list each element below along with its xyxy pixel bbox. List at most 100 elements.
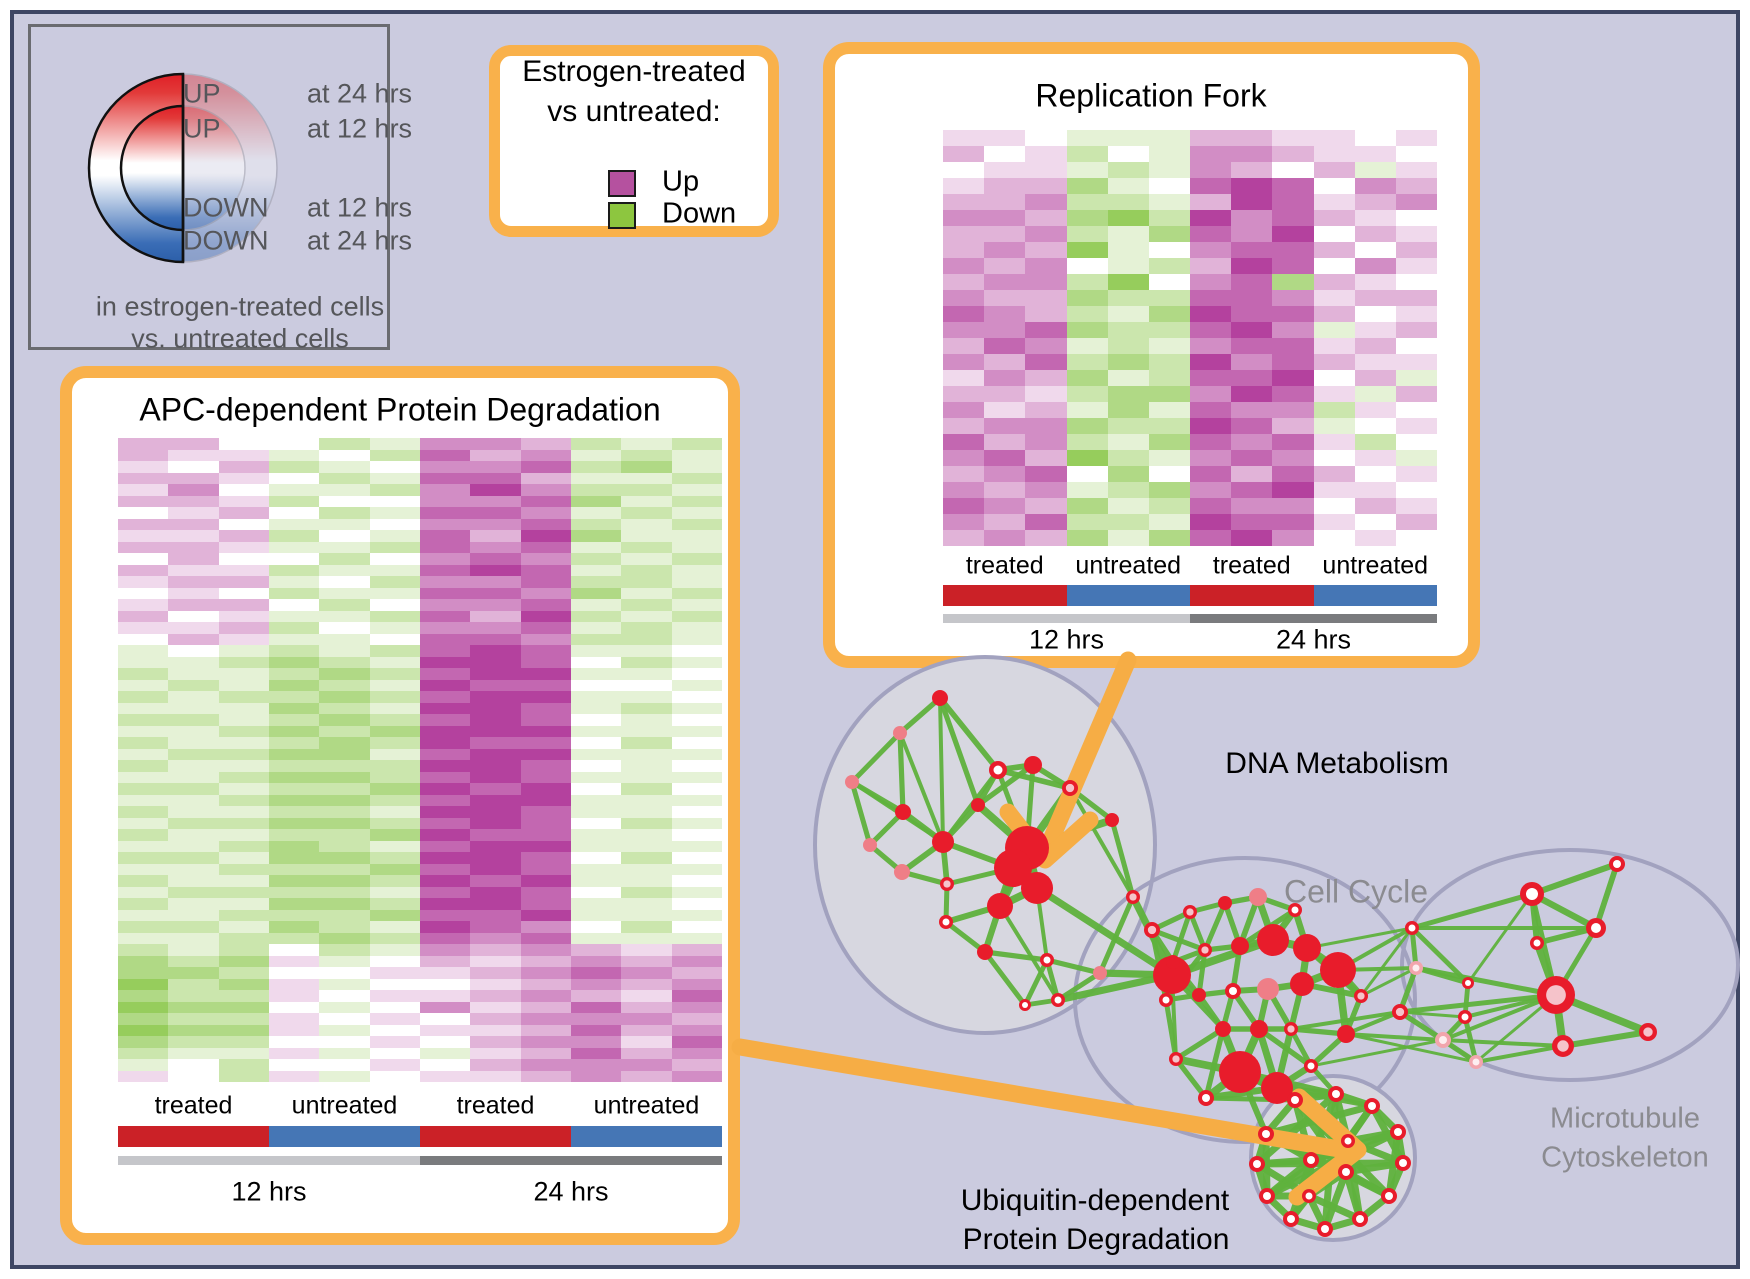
network-edge <box>941 768 1000 844</box>
network-edge <box>1288 1026 1314 1069</box>
network-edge <box>1274 1085 1375 1109</box>
network-node-ring-center <box>1287 1215 1295 1223</box>
network-edge <box>1289 1010 1402 1031</box>
network-edge <box>1441 1038 1565 1048</box>
network-node-ring-center <box>1342 1168 1350 1176</box>
network-node-ring-center <box>1291 906 1299 914</box>
estrogen-legend: Estrogen-treated vs untreated: Up Down <box>489 45 779 237</box>
rf-time-label-0: 12 hrs <box>1028 624 1105 655</box>
network-node-ring-center <box>1526 888 1538 900</box>
network-edge <box>1109 817 1136 900</box>
rf-group-label-3: untreated <box>1322 551 1429 580</box>
network-node-solid <box>932 690 948 706</box>
network-edge <box>1196 947 1208 998</box>
arrow-shaft-replication-fork-to-dna <box>1041 651 1137 851</box>
network-edge <box>897 695 943 736</box>
network-edge <box>1528 860 1621 898</box>
apc-time-bar-0 <box>118 1156 420 1165</box>
ring-label-up-12: UP <box>183 113 221 144</box>
ring-label-down-24: DOWN <box>183 225 269 256</box>
rf-group-label-0: treated <box>965 551 1044 580</box>
network-node-ring-center <box>1022 1002 1028 1008</box>
network-edge <box>1413 965 1559 998</box>
network-node-pink <box>1093 966 1107 980</box>
network-node-ring-center <box>1043 956 1051 964</box>
network-edge <box>1398 1010 1467 1019</box>
network-edge <box>937 695 981 808</box>
network-edge <box>1288 1026 1349 1037</box>
apc-condition-bar-3 <box>571 1126 722 1147</box>
network-edge <box>937 695 1001 773</box>
network-node-ring-center <box>1162 996 1170 1004</box>
rf-time-label-1: 24 hrs <box>1275 624 1352 655</box>
updown-ring-legend: UP at 24 hrs UP at 12 hrs DOWN at 12 hrs… <box>28 24 412 354</box>
network-edge <box>898 731 945 844</box>
network-edge <box>1466 892 1534 985</box>
network-edge <box>1409 891 1535 931</box>
arrow-head-apc-to-ubiquitin <box>1288 1088 1367 1206</box>
network-edge <box>1256 1026 1314 1069</box>
network-node-solid <box>977 944 993 960</box>
apc-condition-bar-1 <box>269 1126 420 1147</box>
network-edge <box>1022 957 1050 1008</box>
network-node-ring-center <box>943 880 951 888</box>
network-node-ring-center <box>1394 1128 1402 1136</box>
network-edge <box>1054 971 1176 1004</box>
network-node-solid <box>895 804 911 820</box>
network-node-solid <box>1231 937 1249 955</box>
network-node-ring-center <box>1643 1027 1653 1037</box>
network-node-ring-center <box>1065 783 1075 793</box>
network-edge <box>1559 1028 1652 1050</box>
cluster-label-microtubule: Microtubule <box>1550 1102 1700 1135</box>
network-node-ring-center <box>942 918 950 926</box>
up-color-swatch <box>608 170 636 197</box>
network-node-pink <box>1249 888 1267 906</box>
estrogen-legend-title-line1: Estrogen-treated <box>522 55 746 88</box>
network-node-ring-center <box>1395 1007 1405 1017</box>
network-node-ring-center <box>1368 1102 1376 1110</box>
apc-condition-bar-0 <box>118 1126 269 1147</box>
network-node-solid <box>971 798 985 812</box>
network-node-ring-center <box>1054 996 1062 1004</box>
ring-footer-line2: vs. untreated cells <box>131 323 349 354</box>
network-node-solid <box>1024 756 1042 774</box>
apc-group-label-0: treated <box>154 1091 233 1120</box>
network-node-ring-center <box>1591 923 1601 933</box>
network-node-ring-center <box>1253 1160 1261 1168</box>
ring-time-12: at 12 hrs <box>307 113 413 144</box>
network-node-ring-center <box>1461 1013 1469 1021</box>
network-node-ring-center <box>1533 939 1541 947</box>
rf-condition-bar-2 <box>1190 585 1314 606</box>
network-node-solid <box>994 849 1032 887</box>
network-edge <box>1593 861 1620 931</box>
cluster-label-ubiquitin-line2: Protein Degradation <box>962 1223 1230 1256</box>
network-node-ring-center <box>1357 992 1365 1000</box>
network-node-faded-center <box>1439 1036 1447 1044</box>
network-edge <box>1441 993 1558 1042</box>
estrogen-legend-title-line2: vs untreated: <box>547 95 721 128</box>
network-node-ring-center <box>1172 1055 1180 1063</box>
network-node-ring-center <box>993 765 1003 775</box>
network-node-ring-center <box>1332 1090 1340 1098</box>
rf-condition-bar-0 <box>943 585 1067 606</box>
apc-panel-title: APC-dependent Protein Degradation <box>139 391 661 428</box>
network-node-ring-center <box>1287 1025 1295 1033</box>
network-node-solid <box>1261 1072 1293 1104</box>
network-node-pink <box>845 775 859 789</box>
estrogen-legend-title: Estrogen-treated vs untreated: <box>522 52 745 132</box>
rf-heatmap <box>943 130 1438 546</box>
network-edge <box>1068 786 1135 899</box>
network-node-ring-center <box>1385 1192 1393 1200</box>
cluster-label-cytoskeleton: Cytoskeleton <box>1541 1141 1709 1174</box>
network-node-ring-center <box>1321 1225 1329 1233</box>
network-node-pink <box>1257 978 1279 1000</box>
network-node-ring-center <box>1399 1159 1407 1167</box>
network-node-ring-center <box>1344 1137 1352 1145</box>
network-edge <box>1202 900 1228 953</box>
network-edge <box>849 730 903 785</box>
apc-condition-bar-2 <box>420 1126 571 1147</box>
network-node-ring-center <box>1263 1192 1271 1200</box>
network-edge <box>982 949 1028 1008</box>
